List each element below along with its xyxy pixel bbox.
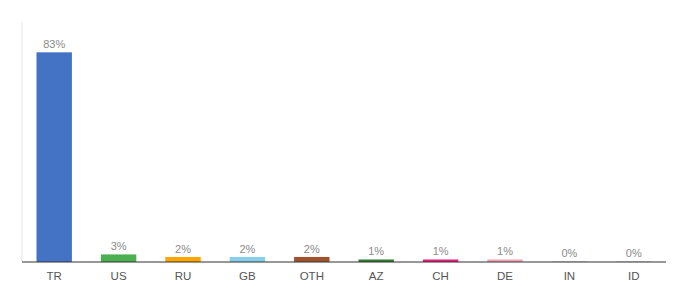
data-label: 83% — [43, 38, 65, 50]
bar — [230, 257, 265, 262]
x-tick-label: AZ — [369, 270, 384, 282]
bar — [101, 254, 136, 262]
x-tick-label: US — [111, 270, 127, 282]
data-label: 1% — [368, 245, 384, 257]
x-tick-label: DE — [497, 270, 513, 282]
chart: 83% 3% 2% 2% 2% 1% 1% 1% 0% 0% TR US RU GB OTH AZ CH DE IN… — [0, 0, 680, 300]
data-label: 3% — [111, 240, 127, 252]
data-label: 2% — [304, 243, 320, 255]
x-tick-label: GB — [239, 270, 256, 282]
x-tick-label: RU — [175, 270, 192, 282]
data-label: 1% — [433, 245, 449, 257]
data-label: 0% — [561, 247, 577, 259]
x-tick-label: TR — [47, 270, 62, 282]
chart-container: 83% 3% 2% 2% 2% 1% 1% 1% 0% 0% TR US RU GB OTH AZ CH DE IN… — [0, 0, 680, 300]
bar — [165, 257, 200, 262]
x-tick-label: ID — [628, 270, 640, 282]
bar — [294, 257, 329, 262]
x-tick-label: CH — [432, 270, 449, 282]
data-label: 2% — [239, 243, 255, 255]
data-label: 1% — [497, 245, 513, 257]
bars — [36, 52, 651, 262]
x-axis-line — [22, 261, 666, 262]
data-label: 0% — [626, 247, 642, 259]
data-label: 2% — [175, 243, 191, 255]
bar — [36, 52, 71, 262]
y-range-line — [22, 22, 23, 262]
x-tick-label: IN — [564, 270, 576, 282]
x-tick-label: OTH — [300, 270, 324, 282]
